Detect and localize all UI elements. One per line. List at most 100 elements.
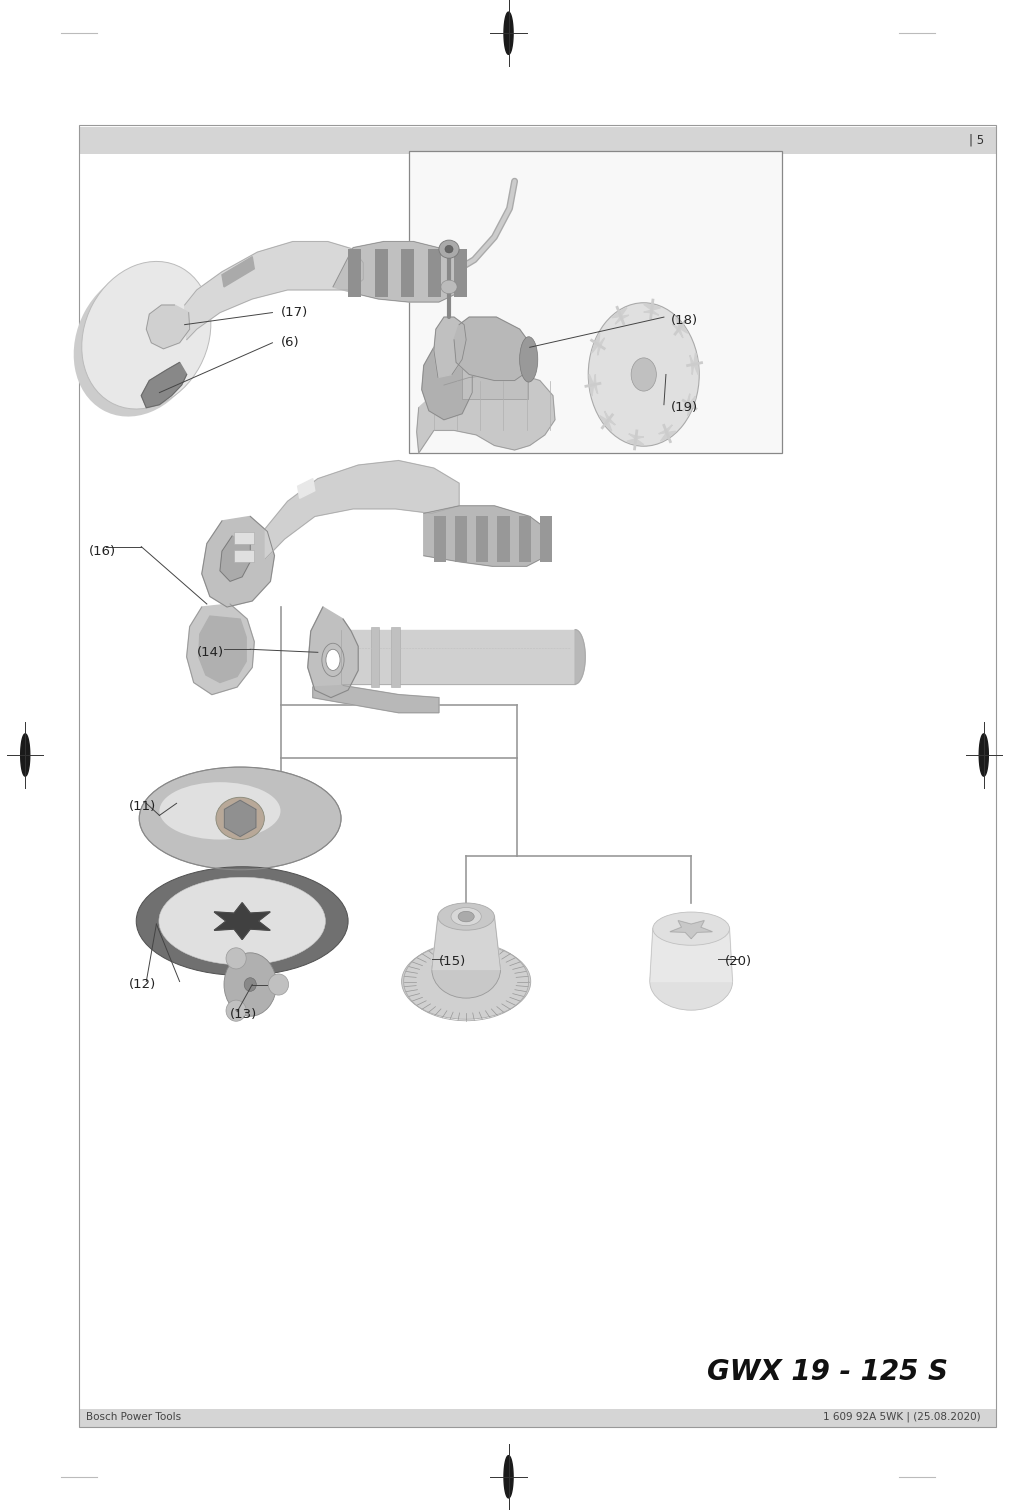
Ellipse shape	[439, 240, 459, 258]
Bar	[79, 1409, 996, 1427]
Ellipse shape	[226, 948, 246, 969]
Text: (17): (17)	[281, 307, 308, 319]
Bar	[428, 249, 441, 297]
Bar	[79, 125, 996, 1427]
Ellipse shape	[326, 649, 340, 670]
Polygon shape	[220, 536, 250, 581]
Text: (6): (6)	[281, 337, 299, 349]
Polygon shape	[141, 362, 187, 408]
Ellipse shape	[632, 358, 656, 391]
Text: (18): (18)	[671, 314, 698, 326]
Polygon shape	[599, 411, 615, 432]
Text: GWX 19 - 125 S: GWX 19 - 125 S	[707, 1357, 948, 1386]
Text: (12): (12)	[129, 978, 156, 991]
Polygon shape	[432, 917, 500, 969]
Polygon shape	[434, 317, 466, 378]
Ellipse shape	[136, 867, 348, 975]
Polygon shape	[422, 343, 472, 420]
Polygon shape	[417, 374, 555, 453]
Text: (16): (16)	[89, 545, 116, 557]
Ellipse shape	[588, 304, 699, 447]
Polygon shape	[222, 257, 254, 287]
Bar	[401, 249, 414, 297]
Polygon shape	[592, 334, 604, 355]
Polygon shape	[683, 394, 695, 415]
Ellipse shape	[520, 337, 538, 382]
Text: | 5: | 5	[969, 133, 984, 146]
Ellipse shape	[451, 908, 481, 926]
Text: (11): (11)	[129, 800, 156, 812]
Text: (13): (13)	[230, 1009, 257, 1021]
Ellipse shape	[653, 912, 730, 945]
Ellipse shape	[650, 953, 733, 1010]
Polygon shape	[21, 734, 30, 776]
Ellipse shape	[82, 261, 211, 409]
Text: (20): (20)	[724, 956, 752, 968]
Polygon shape	[298, 479, 315, 498]
Ellipse shape	[268, 974, 289, 995]
Ellipse shape	[445, 245, 453, 254]
Polygon shape	[313, 686, 439, 713]
Polygon shape	[627, 433, 644, 444]
Polygon shape	[672, 317, 688, 338]
Ellipse shape	[74, 269, 203, 417]
Ellipse shape	[226, 1000, 246, 1021]
Ellipse shape	[244, 978, 256, 991]
Polygon shape	[224, 800, 256, 837]
Polygon shape	[333, 242, 464, 302]
Polygon shape	[424, 506, 550, 566]
Text: 1 609 92A 5WK | (25.08.2020): 1 609 92A 5WK | (25.08.2020)	[823, 1412, 981, 1422]
Ellipse shape	[216, 797, 264, 840]
Text: Bosch Power Tools: Bosch Power Tools	[86, 1412, 181, 1422]
Bar	[519, 516, 531, 562]
Polygon shape	[659, 424, 676, 441]
Polygon shape	[214, 903, 270, 939]
Bar	[462, 365, 528, 399]
Polygon shape	[265, 461, 459, 559]
Polygon shape	[146, 305, 190, 349]
Bar	[454, 249, 467, 297]
Polygon shape	[504, 1456, 513, 1498]
Bar	[371, 627, 379, 687]
Bar	[79, 127, 996, 154]
Ellipse shape	[438, 903, 494, 930]
Polygon shape	[199, 616, 246, 683]
Polygon shape	[308, 607, 358, 698]
Polygon shape	[980, 734, 988, 776]
Polygon shape	[504, 12, 513, 54]
Bar	[391, 627, 400, 687]
Ellipse shape	[402, 944, 531, 1019]
Ellipse shape	[441, 279, 457, 293]
Ellipse shape	[432, 941, 500, 998]
Polygon shape	[690, 353, 698, 374]
Ellipse shape	[458, 911, 474, 921]
Polygon shape	[341, 630, 575, 684]
Bar	[348, 249, 361, 297]
Bar	[497, 516, 510, 562]
Ellipse shape	[139, 767, 341, 870]
Polygon shape	[454, 317, 533, 381]
Bar	[409, 151, 782, 453]
Text: (15): (15)	[439, 956, 466, 968]
Polygon shape	[202, 516, 274, 607]
Text: (14): (14)	[197, 646, 224, 658]
Polygon shape	[187, 604, 254, 695]
Polygon shape	[575, 630, 585, 684]
Polygon shape	[650, 929, 733, 982]
Bar	[476, 516, 488, 562]
Text: (19): (19)	[671, 402, 698, 414]
Ellipse shape	[224, 953, 276, 1016]
Bar	[455, 516, 467, 562]
Bar	[374, 249, 387, 297]
Polygon shape	[611, 308, 629, 325]
Polygon shape	[589, 374, 597, 396]
Bar	[540, 516, 552, 562]
Ellipse shape	[158, 877, 325, 965]
Polygon shape	[185, 242, 363, 340]
Bar	[234, 550, 254, 562]
Bar	[234, 532, 254, 544]
Ellipse shape	[159, 782, 281, 840]
Polygon shape	[644, 305, 661, 316]
Polygon shape	[670, 921, 712, 939]
Bar	[434, 516, 446, 562]
